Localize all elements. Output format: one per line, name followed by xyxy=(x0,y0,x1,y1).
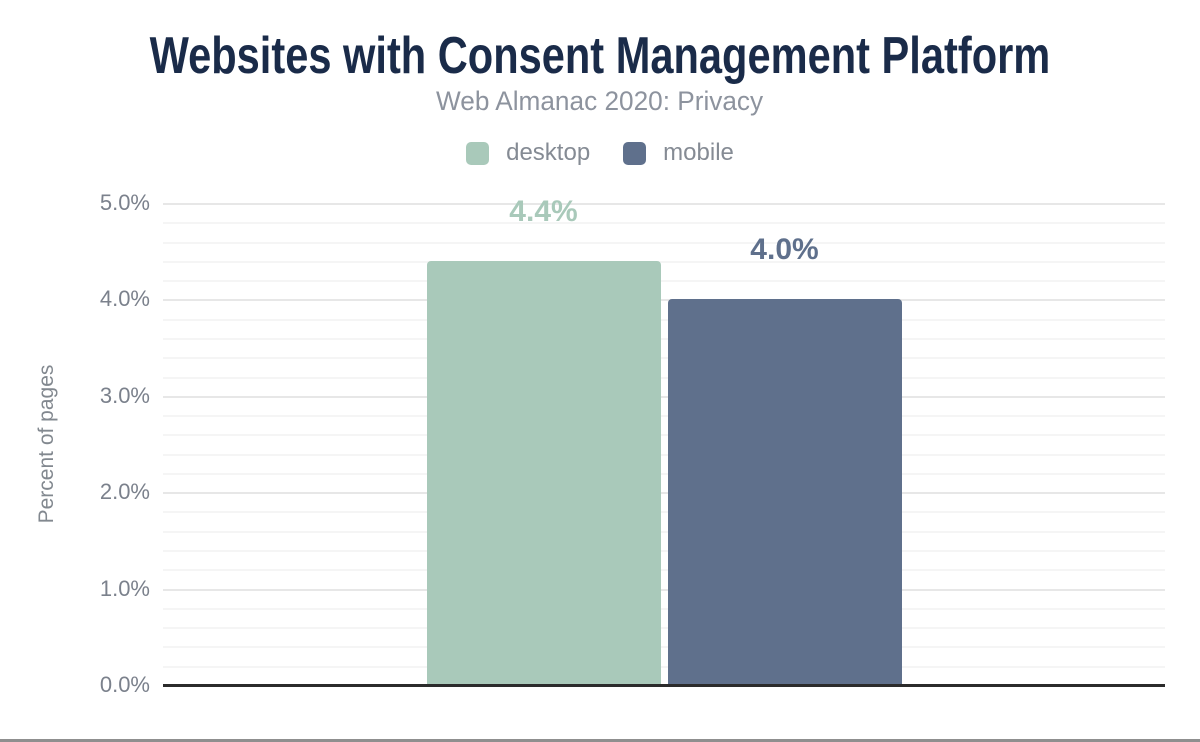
minor-gridline xyxy=(163,222,1165,224)
minor-gridline xyxy=(163,646,1165,648)
mobile-swatch-icon xyxy=(623,141,647,165)
y-tick-label: 5.0% xyxy=(99,190,150,215)
minor-gridline xyxy=(163,357,1165,359)
minor-gridline xyxy=(163,454,1165,456)
minor-gridline xyxy=(163,473,1165,475)
minor-gridline xyxy=(163,627,1165,629)
y-tick-label: 2.0% xyxy=(99,479,150,505)
y-tick-label: 4.0% xyxy=(99,286,150,312)
major-gridline xyxy=(163,396,1165,398)
minor-gridline xyxy=(163,377,1165,379)
page-bottom-border xyxy=(0,739,1200,742)
minor-gridline xyxy=(163,666,1165,668)
minor-gridline xyxy=(163,415,1165,417)
value-label-mobile: 4.0% xyxy=(750,233,819,267)
minor-gridline xyxy=(163,261,1165,263)
minor-gridline xyxy=(163,434,1165,436)
x-axis-line xyxy=(163,684,1165,687)
legend-label-desktop: desktop xyxy=(506,139,591,166)
minor-gridline xyxy=(163,531,1165,533)
bar-desktop xyxy=(426,260,661,685)
y-tick-label: 0.0% xyxy=(99,672,150,697)
minor-gridline xyxy=(163,511,1165,513)
chart-subtitle-text: Web Almanac 2020: Privacy xyxy=(436,86,764,116)
major-gridline xyxy=(163,589,1165,591)
legend-label-mobile: mobile xyxy=(663,139,734,166)
y-tick-label: 3.0% xyxy=(99,382,150,408)
bar-mobile xyxy=(667,299,902,685)
major-gridline xyxy=(163,299,1165,301)
minor-gridline xyxy=(163,608,1165,610)
value-label-desktop: 4.4% xyxy=(509,194,578,228)
major-gridline xyxy=(163,492,1165,494)
chart-title-text: Websites with Consent Management Platfor… xyxy=(149,27,1051,85)
minor-gridline xyxy=(163,280,1165,282)
minor-gridline xyxy=(163,550,1165,552)
minor-gridline xyxy=(163,338,1165,340)
chart-title: Websites with Consent Management Platfor… xyxy=(0,30,1200,82)
minor-gridline xyxy=(163,569,1165,571)
legend-item-desktop: desktop xyxy=(466,141,590,165)
legend-item-mobile: mobile xyxy=(623,141,734,165)
desktop-swatch-icon xyxy=(466,141,490,165)
chart-subtitle: Web Almanac 2020: Privacy xyxy=(0,87,1200,115)
y-tick-label: 1.0% xyxy=(99,575,150,601)
major-gridline xyxy=(163,203,1165,205)
minor-gridline xyxy=(163,319,1165,321)
chart-legend: desktop mobile xyxy=(0,141,1200,165)
minor-gridline xyxy=(163,242,1165,244)
